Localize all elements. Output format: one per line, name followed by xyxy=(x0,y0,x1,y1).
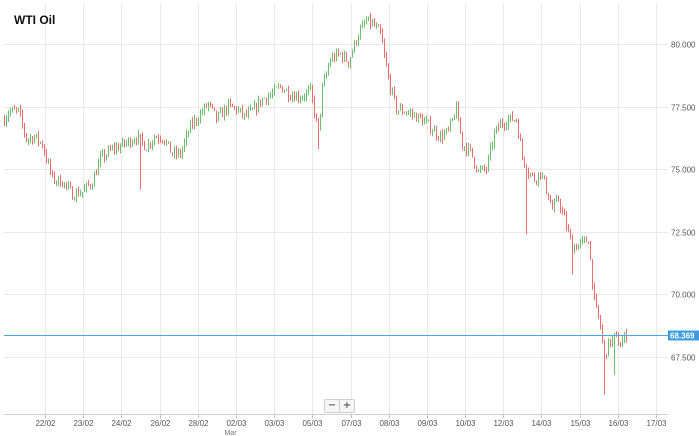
y-tick-label: 80.000 xyxy=(671,41,696,50)
current-price-line: 68.369 xyxy=(4,330,699,341)
x-tick-label: 03/03 xyxy=(264,419,285,428)
current-price-label: 68.369 xyxy=(670,332,695,341)
x-tick-label: 22/02 xyxy=(35,419,56,428)
x-month-label: Mar xyxy=(224,430,237,436)
x-tick-label: 09/03 xyxy=(417,419,438,428)
y-tick-label: 70.000 xyxy=(671,291,696,300)
x-tick-label: 26/02 xyxy=(150,419,171,428)
x-tick-label: 24/02 xyxy=(111,419,132,428)
chart-grid xyxy=(4,4,668,414)
x-tick-label: 14/03 xyxy=(531,419,552,428)
x-tick-label: 10/03 xyxy=(455,419,476,428)
y-tick-label: 72.500 xyxy=(671,229,696,238)
chart-title: WTI Oil xyxy=(14,13,55,27)
x-tick-label: 16/03 xyxy=(608,419,629,428)
x-tick-label: 07/03 xyxy=(341,419,362,428)
x-tick-label: 12/03 xyxy=(493,419,514,428)
x-axis: 22/02 23/02 24/02 26/02 28/02 02/03 03/03 05/03… xyxy=(4,414,668,436)
x-tick-label: 05/03 xyxy=(302,419,323,428)
y-tick-label: 75.000 xyxy=(671,166,696,175)
x-tick-label: 17/03 xyxy=(646,419,667,428)
zoom-out-button[interactable]: − xyxy=(327,400,337,411)
zoom-in-button[interactable]: + xyxy=(339,400,354,412)
x-tick-label: 02/03 xyxy=(226,419,247,428)
x-tick-label: 28/02 xyxy=(188,419,209,428)
candles xyxy=(4,12,627,395)
x-tick-label: 23/02 xyxy=(73,419,94,428)
y-tick-label: 67.500 xyxy=(671,354,696,363)
current-price-badge xyxy=(668,330,699,341)
zoom-controls: − + xyxy=(324,399,355,413)
y-axis: 80.000 77.500 75.000 72.500 70.000 67.500 xyxy=(671,41,696,363)
x-tick-label: 15/03 xyxy=(570,419,591,428)
y-tick-label: 77.500 xyxy=(671,104,696,113)
x-tick-label: 08/03 xyxy=(379,419,400,428)
